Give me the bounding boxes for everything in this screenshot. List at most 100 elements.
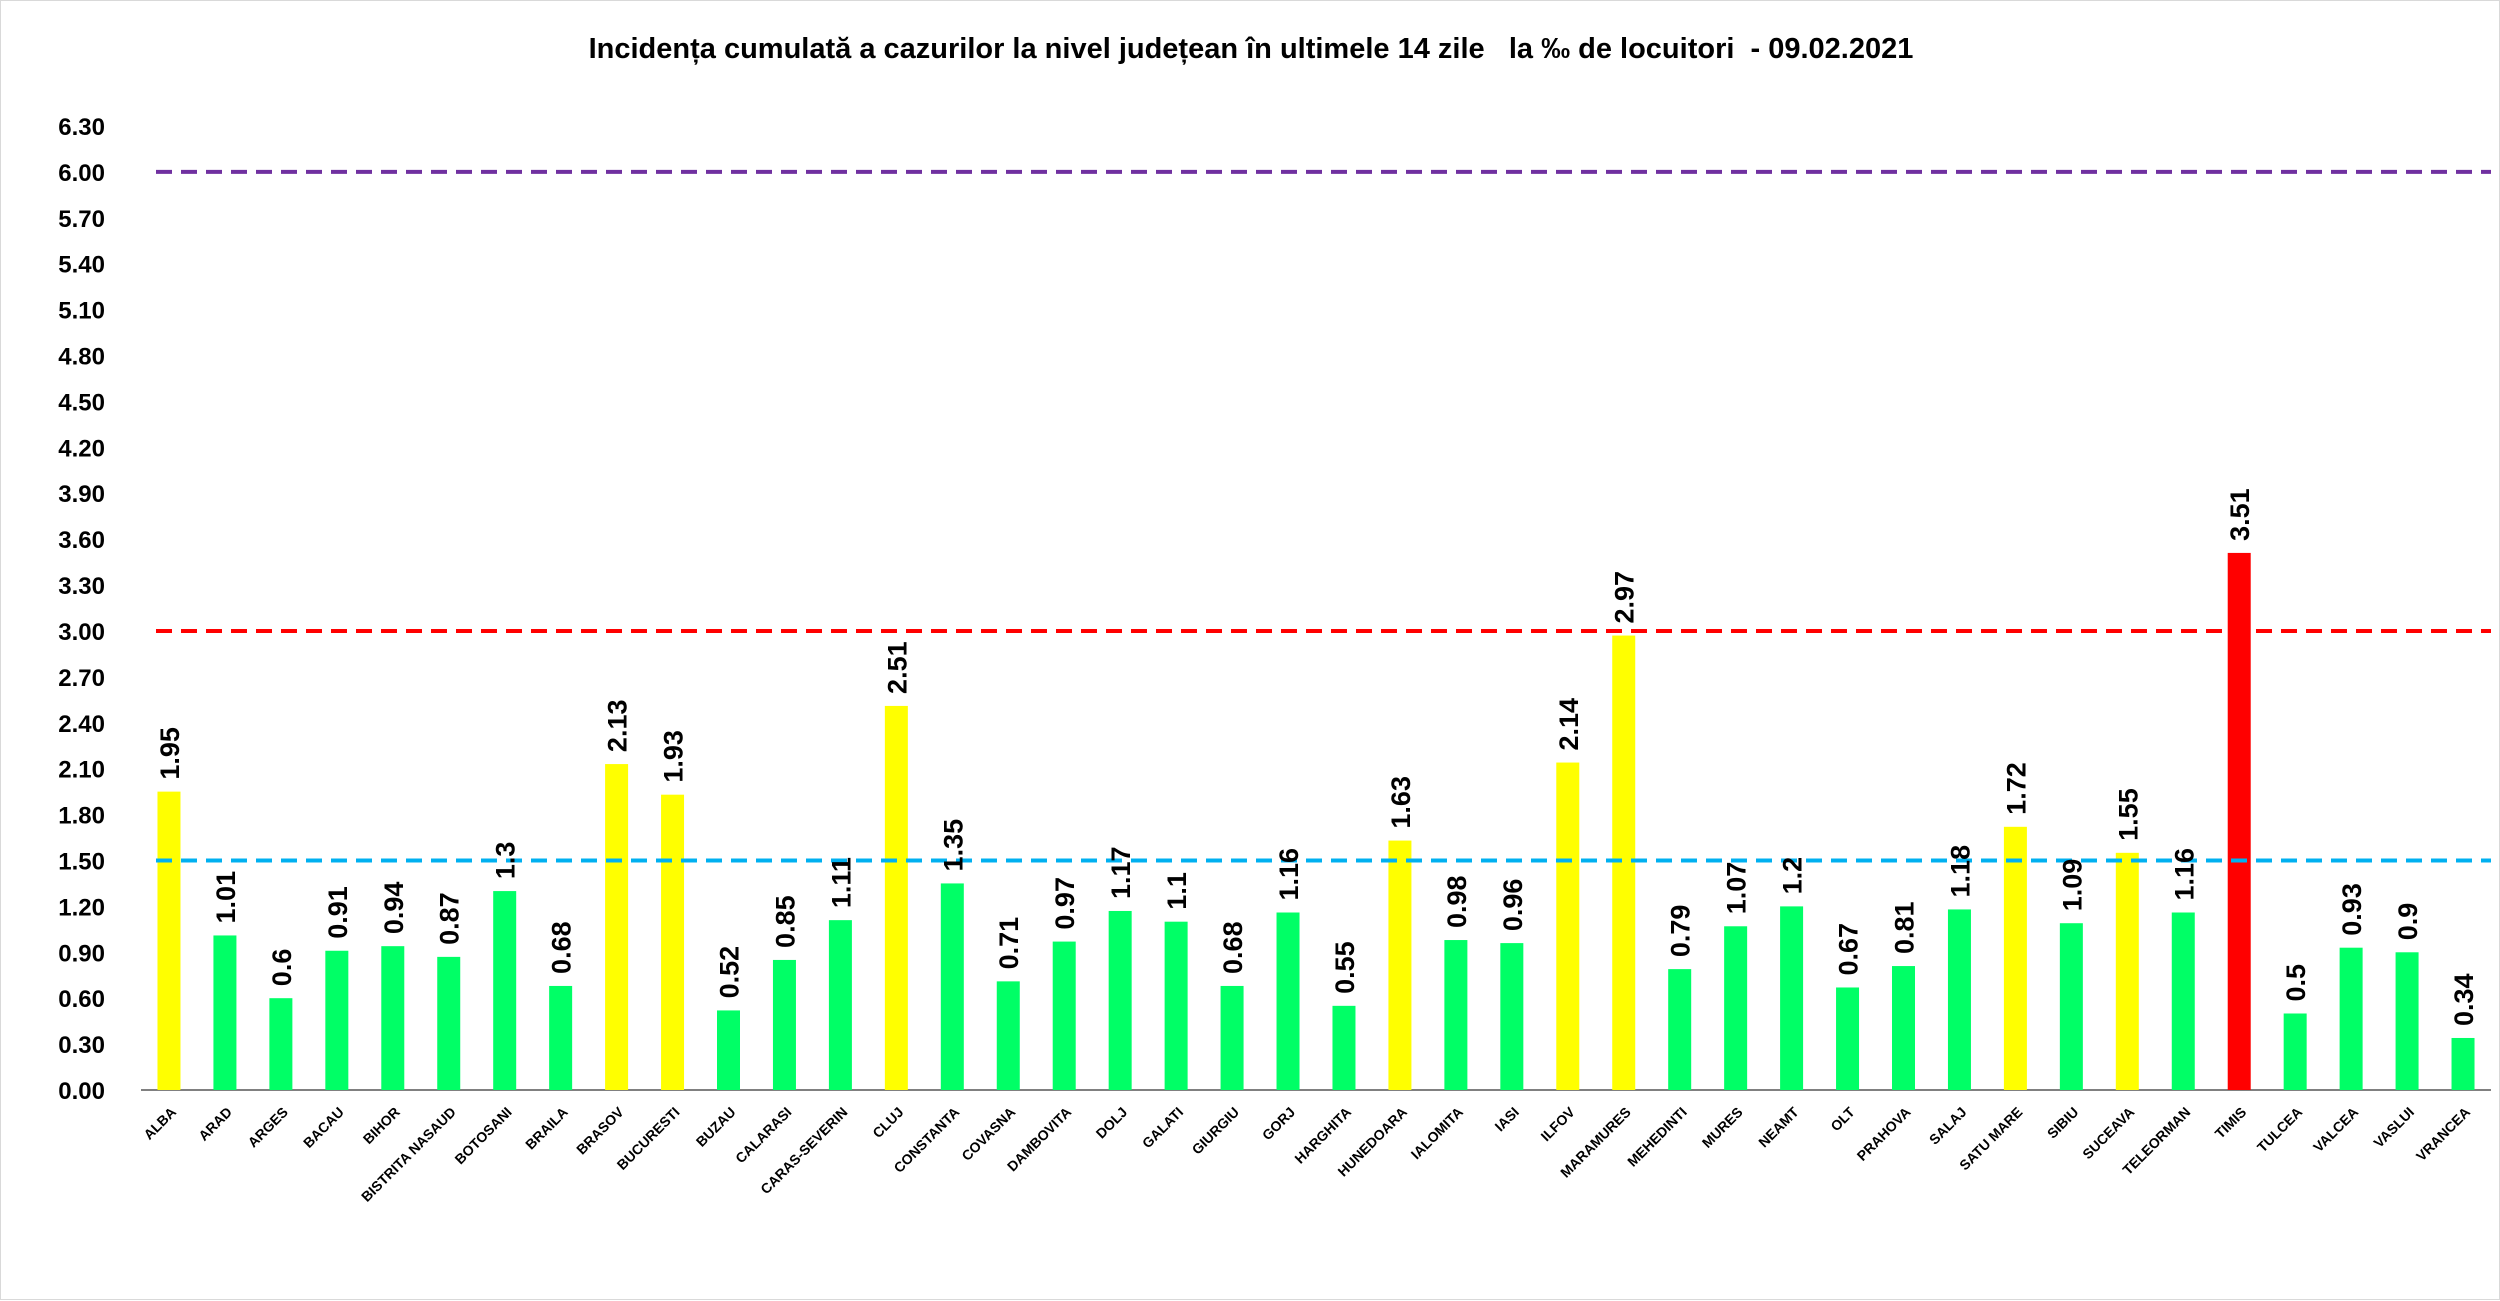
bar (2451, 1037, 2475, 1090)
data-label: 2.51 (882, 641, 912, 694)
y-tick-label: 0.00 (58, 1078, 105, 1105)
x-tick-label: COVASNA (958, 1104, 1018, 1164)
x-tick-label: VASLUI (2370, 1104, 2417, 1151)
bar (2395, 952, 2419, 1090)
data-label: 0.97 (1050, 877, 1080, 930)
data-label: 0.71 (994, 917, 1024, 970)
bar (772, 959, 796, 1090)
y-tick-label: 6.30 (58, 114, 105, 141)
data-label: 1.3 (491, 842, 521, 880)
bar (940, 883, 964, 1090)
data-label: 1.93 (659, 730, 689, 783)
x-tick-label: BOTOSANI (451, 1104, 514, 1167)
data-label: 1.72 (2001, 762, 2031, 815)
x-tick-label: BRAILA (522, 1104, 571, 1153)
data-label: 0.81 (1890, 901, 1920, 954)
bar (1947, 909, 1971, 1090)
x-tick-label: SALAJ (1926, 1104, 1970, 1148)
y-tick-label: 5.40 (58, 252, 105, 279)
x-tick-label: VALCEA (2310, 1104, 2361, 1155)
y-tick-label: 3.90 (58, 481, 105, 508)
bar (381, 946, 405, 1090)
x-tick-label: BUZAU (693, 1104, 739, 1150)
bar (549, 985, 573, 1090)
bar (605, 764, 629, 1090)
data-label: 3.51 (2225, 488, 2255, 541)
y-tick-label: 4.20 (58, 435, 105, 462)
data-label: 1.35 (938, 819, 968, 872)
bar (2171, 912, 2195, 1090)
data-label: 1.07 (1722, 862, 1752, 915)
bar (1444, 940, 1468, 1090)
x-tick-label: OLT (1827, 1104, 1858, 1135)
bar (1724, 926, 1748, 1090)
data-label: 1.17 (1106, 846, 1136, 899)
data-label: 0.94 (379, 882, 409, 935)
y-tick-label: 3.30 (58, 573, 105, 600)
bar (1668, 969, 1692, 1090)
data-label: 1.2 (1778, 857, 1808, 895)
bar (157, 791, 181, 1090)
bar (269, 998, 293, 1090)
bar (2003, 826, 2027, 1090)
y-tick-label: 1.80 (58, 803, 105, 830)
bar (1052, 941, 1076, 1090)
y-tick-label: 1.20 (58, 894, 105, 921)
bar (493, 891, 517, 1090)
bar (828, 920, 852, 1090)
data-label: 0.85 (770, 895, 800, 948)
data-label: 0.93 (2337, 883, 2367, 936)
data-label: 0.6 (267, 949, 297, 987)
data-label: 1.16 (2169, 848, 2199, 901)
bar (1892, 966, 1915, 1090)
y-tick-label: 0.60 (58, 986, 105, 1013)
data-label: 0.79 (1666, 905, 1696, 958)
bar (325, 950, 349, 1090)
data-label: 0.68 (1218, 921, 1248, 974)
bar (1220, 985, 1244, 1090)
bar (2283, 1013, 2307, 1090)
x-tick-label: SUCEAVA (2079, 1104, 2137, 1162)
x-tick-label: GALATI (1139, 1104, 1186, 1151)
data-label: 0.68 (547, 921, 577, 974)
y-tick-label: 3.00 (58, 619, 105, 646)
y-tick-label: 4.50 (58, 389, 105, 416)
data-label: 0.34 (2449, 973, 2479, 1026)
data-label: 0.9 (2393, 903, 2423, 941)
x-tick-label: ARAD (195, 1104, 235, 1144)
bar (1388, 840, 1412, 1090)
x-tick-label: VRANCEA (2413, 1104, 2473, 1164)
bar (213, 935, 237, 1090)
x-tick-label: TIMIS (2212, 1104, 2250, 1142)
bar (996, 981, 1020, 1090)
chart-title: Incidența cumulată a cazurilor la nivel … (588, 33, 1914, 65)
data-label: 1.16 (1274, 848, 1304, 901)
data-label: 1.55 (2113, 788, 2143, 841)
data-label: 1.95 (155, 727, 185, 780)
x-tick-label: MEHEDINTI (1624, 1104, 1690, 1170)
x-tick-label: IASI (1491, 1104, 1522, 1135)
data-label: 2.14 (1554, 698, 1584, 751)
bar (2115, 852, 2139, 1090)
bar (884, 705, 908, 1090)
bar (2227, 552, 2251, 1090)
data-label: 0.52 (715, 946, 745, 999)
x-tick-label: IALOMITA (1408, 1104, 1466, 1162)
bar (1108, 910, 1132, 1090)
y-tick-label: 0.30 (58, 1032, 105, 1059)
x-tick-label: SIBIU (2044, 1104, 2082, 1142)
data-label: 0.55 (1330, 941, 1360, 994)
x-tick-label: BIHOR (360, 1104, 403, 1147)
y-tick-label: 3.60 (58, 527, 105, 554)
bar (1612, 635, 1636, 1090)
data-label: 1.01 (211, 871, 241, 924)
y-tick-label: 1.50 (58, 848, 105, 875)
x-tick-label: NEAMT (1755, 1103, 1802, 1150)
data-label: 0.91 (323, 886, 353, 939)
data-label: 2.97 (1610, 571, 1640, 624)
x-tick-label: CLUJ (869, 1104, 906, 1141)
y-tick-label: 5.10 (58, 298, 105, 325)
x-tick-label: MURES (1699, 1104, 1746, 1151)
y-tick-label: 0.90 (58, 940, 105, 967)
